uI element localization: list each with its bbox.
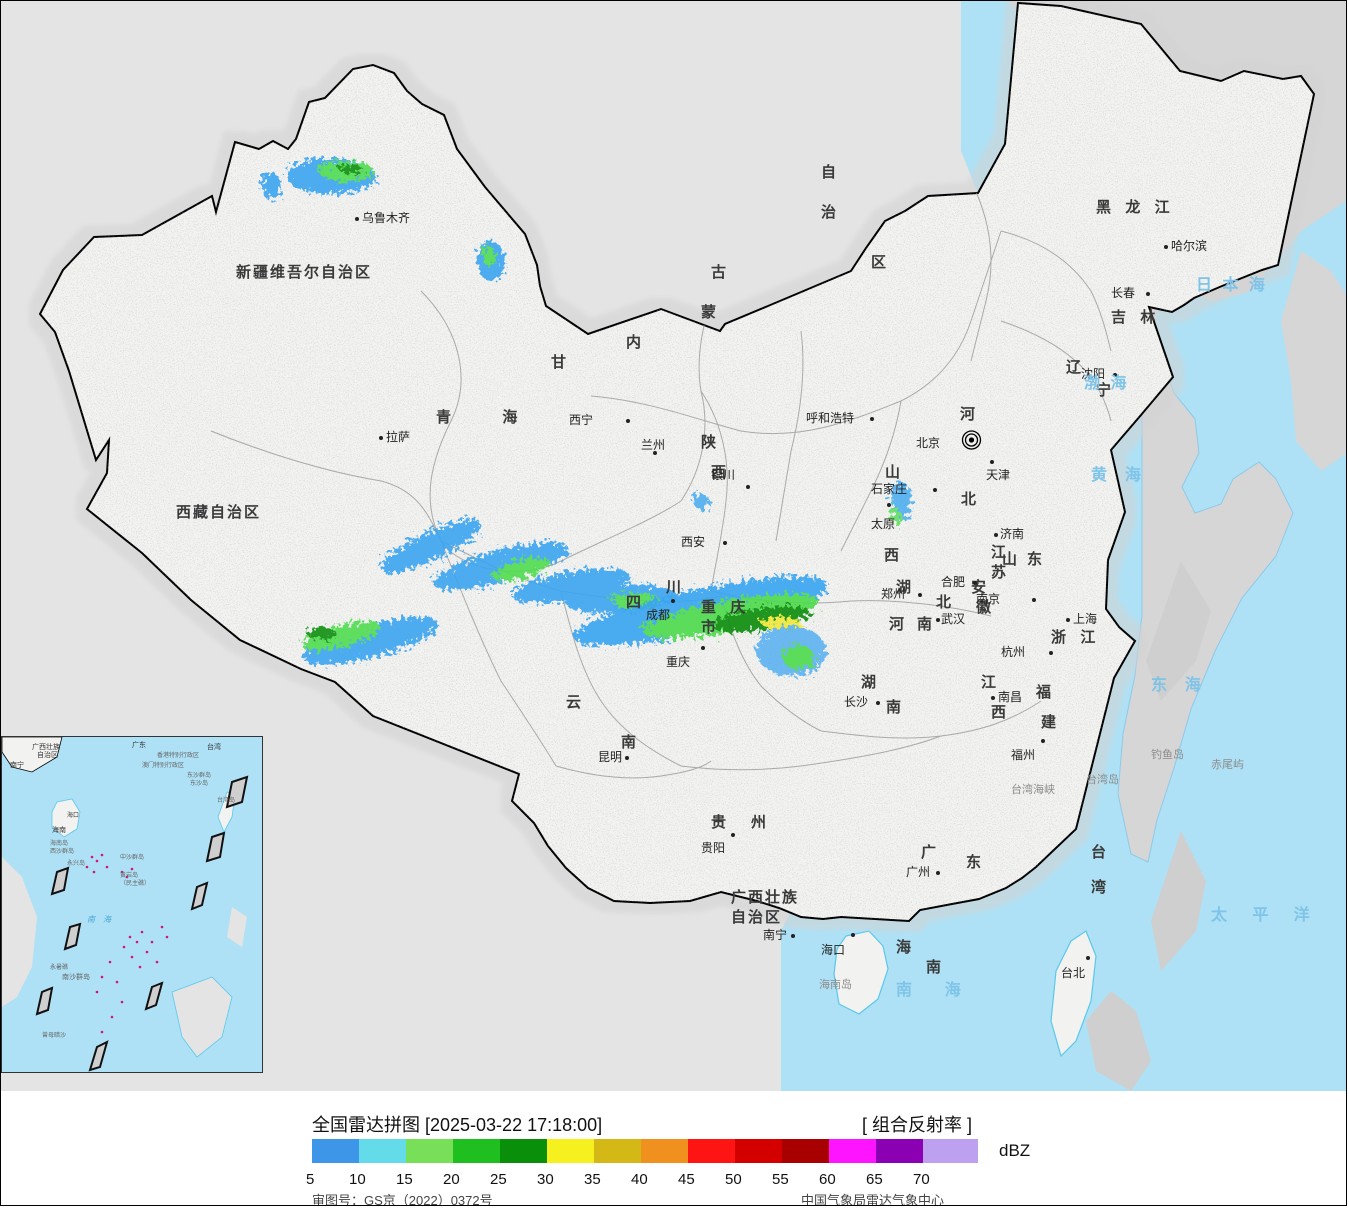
svg-text:中沙群岛: 中沙群岛 <box>120 853 144 861</box>
svg-text:台湾: 台湾 <box>207 742 221 751</box>
svg-text:台湾岛: 台湾岛 <box>217 796 235 804</box>
svg-text:澳门特别行政区: 澳门特别行政区 <box>142 761 184 769</box>
svg-text:香港特别行政区: 香港特别行政区 <box>157 751 199 759</box>
svg-text:海南岛: 海南岛 <box>50 839 68 847</box>
svg-text:黄岩岛: 黄岩岛 <box>120 871 138 879</box>
svg-text:曾母暗沙: 曾母暗沙 <box>42 1031 66 1039</box>
svg-text:南沙群岛: 南沙群岛 <box>62 972 90 981</box>
svg-text:广西壮族: 广西壮族 <box>32 742 60 751</box>
svg-text:自治区: 自治区 <box>37 750 58 759</box>
svg-text:永兴岛: 永兴岛 <box>67 859 85 867</box>
svg-text:海南: 海南 <box>52 825 66 834</box>
svg-text:永暑礁: 永暑礁 <box>50 963 68 971</box>
svg-text:广东: 广东 <box>132 740 146 749</box>
svg-text:南宁: 南宁 <box>10 760 24 769</box>
svg-text:东沙群岛: 东沙群岛 <box>187 771 211 779</box>
svg-text:东沙岛: 东沙岛 <box>190 779 208 787</box>
svg-text:西沙群岛: 西沙群岛 <box>50 847 74 855</box>
svg-text:南 海: 南 海 <box>87 915 112 924</box>
svg-text:（民主礁）: （民主礁） <box>120 879 150 887</box>
svg-text:海口: 海口 <box>67 811 79 819</box>
